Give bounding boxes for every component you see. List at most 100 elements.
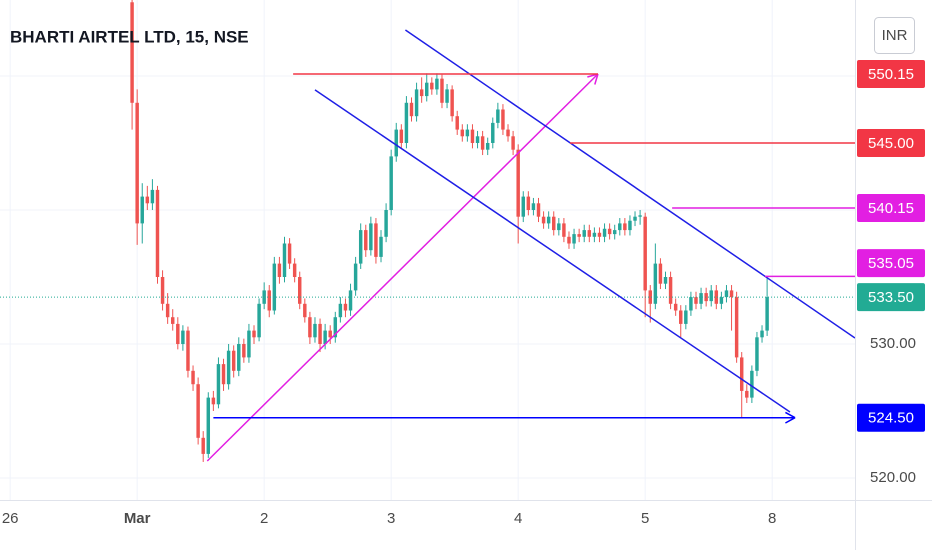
price-label: 533.50 (868, 289, 914, 306)
x-tick-label: 2 (260, 510, 268, 527)
candle-body (673, 303, 678, 311)
candle-body (399, 129, 404, 143)
candle-body (607, 228, 612, 235)
candle-body (653, 263, 658, 304)
price-label: 545.00 (868, 135, 914, 152)
candle-body (272, 263, 277, 311)
candle-body (531, 203, 536, 210)
candle-body (552, 216, 556, 231)
candle-body (369, 223, 373, 251)
candle-body (181, 330, 185, 345)
trend-line (206, 73, 599, 462)
candle-body (130, 2, 134, 103)
candle-body (704, 293, 708, 302)
candle-body (282, 243, 287, 278)
candle-body (582, 230, 586, 237)
candle-body (526, 196, 531, 210)
arrowhead (785, 411, 796, 419)
candle-body (684, 310, 688, 324)
candle-body (465, 129, 470, 137)
price-label-box (857, 403, 925, 432)
candle-body (572, 234, 576, 244)
candle-body (460, 129, 465, 137)
candle-body (745, 390, 749, 398)
candle-body (191, 370, 195, 385)
candle-body (343, 303, 348, 311)
candle-body (470, 129, 475, 143)
candle-body (506, 129, 510, 137)
candle-body (557, 223, 561, 231)
candle-body (562, 223, 566, 237)
candle-body (435, 78, 439, 90)
candle-body (404, 102, 409, 143)
candle-body (211, 397, 216, 405)
candle-body (633, 216, 637, 221)
candle-body (760, 330, 764, 338)
chart-title: BHARTI AIRTEL LTD, 15, NSE (10, 27, 249, 46)
candle-body (165, 303, 170, 318)
x-tick-label: Mar (124, 510, 151, 527)
candle-body (689, 297, 693, 311)
candle-body (394, 129, 398, 157)
candle-body (201, 437, 205, 454)
candle-body (252, 330, 256, 338)
candle-body (546, 216, 551, 224)
arrowhead (594, 73, 599, 85)
candle-body (221, 364, 226, 385)
candle-body (643, 216, 647, 291)
currency-button-label[interactable]: INR (882, 27, 908, 44)
price-label: 550.15 (868, 66, 914, 83)
price-label-box (857, 283, 925, 312)
candle-body (292, 263, 297, 278)
candle-body (333, 317, 338, 338)
price-label: 524.50 (868, 410, 914, 427)
candle-body (755, 337, 759, 371)
arrowhead (785, 417, 796, 424)
candle-body (287, 243, 292, 264)
candle-body (308, 317, 312, 338)
candle-body (638, 215, 642, 217)
candle-body (145, 196, 150, 204)
candle-body (694, 297, 698, 304)
candle-body (597, 232, 602, 237)
candle-body (765, 297, 769, 331)
candle-body (257, 303, 261, 338)
y-tick-label: 520.00 (870, 469, 916, 486)
candle-body (140, 196, 144, 224)
candle-body (298, 277, 302, 304)
candle-body (455, 116, 459, 130)
candle-body (176, 323, 180, 345)
candle-body (384, 209, 388, 237)
candle-body (358, 230, 363, 264)
candle-body (501, 109, 505, 130)
candle-body (150, 189, 155, 204)
candle-body (160, 277, 165, 304)
trend-line (404, 29, 855, 339)
candle-body (648, 290, 652, 304)
candle-body (206, 397, 211, 454)
currency-button[interactable]: INR (874, 17, 915, 54)
candle-body (475, 136, 480, 143)
candle-body (425, 82, 429, 97)
candle-body (155, 189, 160, 278)
plot-area (0, 0, 855, 462)
candle-body (511, 136, 515, 150)
candle-body (226, 350, 231, 385)
price-label: 535.05 (868, 255, 914, 272)
y-tick-label: 530.00 (870, 335, 916, 352)
candle-body (521, 196, 525, 217)
candle-body (729, 290, 734, 298)
candle-body (668, 277, 673, 304)
candle-body (750, 370, 754, 398)
candle-body (628, 220, 632, 231)
candle-body (389, 156, 393, 210)
x-tick-label: 26 (2, 510, 19, 527)
candle-body (445, 89, 449, 103)
currency-button-frame[interactable] (874, 17, 915, 54)
candle-body (338, 303, 343, 318)
candle-body (612, 230, 617, 235)
candle-body (348, 290, 353, 311)
candle-body (663, 277, 668, 284)
x-tick-label: 8 (768, 510, 776, 527)
